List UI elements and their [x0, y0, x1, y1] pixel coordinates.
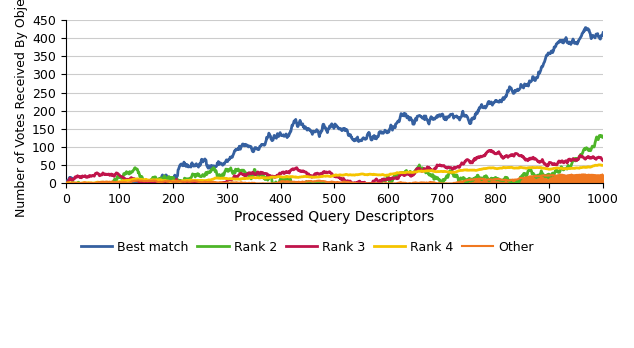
- Rank 4: [171, 179, 179, 183]
- Rank 3: [599, 158, 607, 163]
- Line: Other: Other: [66, 174, 603, 183]
- Rank 2: [481, 174, 488, 179]
- Rank 4: [94, 180, 102, 184]
- Rank 2: [599, 134, 607, 139]
- Rank 2: [597, 133, 605, 137]
- Rank 3: [487, 148, 495, 152]
- Rank 2: [171, 180, 179, 184]
- Line: Best match: Best match: [66, 27, 603, 183]
- Rank 4: [500, 165, 508, 169]
- Rank 3: [171, 180, 179, 184]
- Best match: [582, 25, 590, 30]
- Rank 3: [501, 155, 508, 159]
- Rank 2: [573, 157, 581, 161]
- Other: [481, 177, 488, 181]
- Other: [537, 174, 545, 178]
- Best match: [62, 181, 70, 185]
- Rank 3: [94, 172, 102, 176]
- X-axis label: Processed Query Descriptors: Processed Query Descriptors: [235, 211, 434, 224]
- Rank 4: [573, 166, 581, 170]
- Rank 2: [94, 181, 102, 185]
- Best match: [599, 31, 607, 35]
- Rank 4: [481, 167, 488, 171]
- Rank 4: [62, 181, 70, 185]
- Rank 2: [500, 177, 508, 182]
- Rank 2: [62, 181, 70, 185]
- Rank 3: [538, 159, 545, 163]
- Rank 2: [537, 171, 545, 175]
- Rank 4: [537, 165, 545, 169]
- Other: [599, 172, 607, 176]
- Best match: [171, 173, 179, 177]
- Rank 4: [595, 163, 602, 167]
- Line: Rank 3: Rank 3: [66, 150, 603, 183]
- Best match: [537, 68, 545, 72]
- Best match: [500, 97, 508, 101]
- Rank 4: [599, 163, 607, 167]
- Other: [62, 181, 70, 185]
- Y-axis label: Number of Votes Received By Object: Number of Votes Received By Object: [15, 0, 28, 217]
- Other: [94, 181, 102, 185]
- Rank 3: [574, 157, 581, 161]
- Other: [500, 178, 508, 182]
- Line: Rank 2: Rank 2: [66, 135, 603, 183]
- Best match: [481, 105, 488, 109]
- Best match: [94, 181, 102, 185]
- Best match: [573, 40, 581, 45]
- Line: Rank 4: Rank 4: [66, 165, 603, 183]
- Legend: Best match, Rank 2, Rank 3, Rank 4, Other: Best match, Rank 2, Rank 3, Rank 4, Othe…: [76, 236, 539, 259]
- Rank 3: [481, 153, 488, 158]
- Other: [573, 173, 581, 177]
- Rank 3: [62, 181, 70, 185]
- Other: [171, 179, 179, 183]
